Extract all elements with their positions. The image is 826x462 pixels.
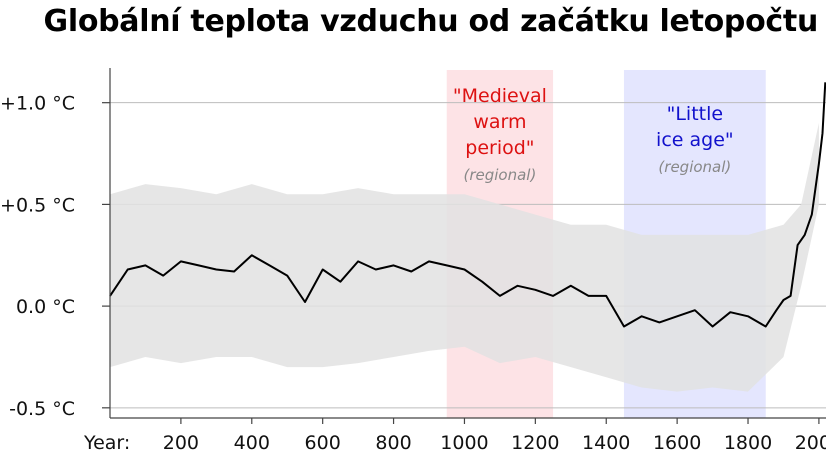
y-tick-label-2: 0.0 °C [16,296,75,318]
x-tick-label-8: 1800 [724,432,772,454]
x-tick-label-1: 400 [234,432,270,454]
y-tick-label-3: -0.5 °C [9,398,75,420]
region-label-1-line-1: ice age" [656,129,734,151]
axis-layer: +1.0 °C +0.5 °C 0.0 °C -0.5 °C 200 400 600 800 1… [0,68,826,454]
x-tick-label-6: 1400 [582,432,630,454]
series-line-0 [109,82,826,328]
x-tick-label-5: 1200 [511,432,559,454]
uncertainty-band [110,123,819,392]
region-note-0: (regional) [463,166,536,184]
label-layer: "Medieval warm period" (regional) "Little ice… [453,85,734,184]
y-tick-label-1: +0.5 °C [0,194,75,216]
region-label-0-line-0: "Medieval [453,85,547,107]
uncertainty-band-layer [110,123,819,392]
x-tick-label-2: 600 [305,432,341,454]
x-tick-label-0: 200 [163,432,199,454]
x-tick-label-7: 1600 [653,432,701,454]
y-tick-label-0: +1.0 °C [0,93,75,115]
region-label-0-line-1: warm [473,111,526,133]
series-layer [109,82,826,328]
chart-title: Globální teplota vzduchu od začátku leto… [43,4,819,39]
x-tick-label-4: 1000 [440,432,488,454]
x-axis-label: Year: [83,432,130,454]
x-tick-label-9: 2000 [795,432,826,454]
x-tick-label-3: 800 [375,432,411,454]
region-label-0-line-2: period" [465,137,534,159]
region-note-1: (regional) [658,158,731,176]
region-label-1-line-0: "Little [667,103,723,125]
